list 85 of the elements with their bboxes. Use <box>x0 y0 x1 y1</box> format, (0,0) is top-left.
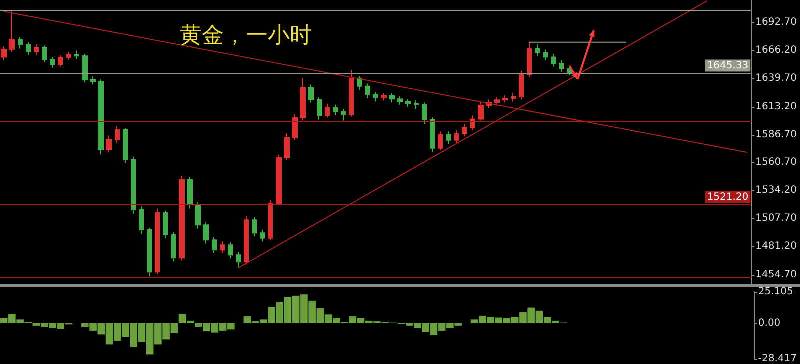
candlestick <box>478 101 484 122</box>
candlestick <box>430 117 435 154</box>
candlestick <box>106 135 112 154</box>
candlestick <box>115 126 120 144</box>
candlestick <box>405 99 411 108</box>
candlestick <box>543 49 548 61</box>
candlestick <box>171 232 176 262</box>
candlestick <box>66 51 71 61</box>
candlestick <box>260 229 265 242</box>
candlestick <box>50 56 55 68</box>
y-tick-label: 1507.70 <box>756 213 798 224</box>
candlestick <box>325 103 330 118</box>
candlestick <box>147 227 152 278</box>
candlestick <box>155 208 160 275</box>
candlestick <box>212 236 217 254</box>
candlestick <box>252 216 257 237</box>
candlestick <box>1 46 7 61</box>
candlestick <box>308 84 314 104</box>
candlestick <box>349 69 354 118</box>
candlestick <box>502 94 508 104</box>
candlestick <box>98 78 104 156</box>
candlestick <box>414 100 419 110</box>
candlestick <box>179 175 185 262</box>
candlestick <box>519 70 524 100</box>
candlestick <box>438 130 443 151</box>
candlestick <box>195 202 201 230</box>
candlestick <box>454 130 459 144</box>
y-tick-label: 1586.70 <box>756 129 798 140</box>
candlestick <box>58 54 63 68</box>
y-tick-label: 1692.70 <box>756 17 798 28</box>
candlestick <box>551 54 556 68</box>
y-tick-label: -28.417 <box>758 354 798 364</box>
candlestick <box>276 154 282 206</box>
candlestick <box>470 115 475 131</box>
ref-line-label: 1521.20 <box>707 192 749 203</box>
candlestick <box>357 76 362 91</box>
candlestick <box>365 83 370 100</box>
candlestick <box>511 92 516 102</box>
candlestick <box>9 11 15 52</box>
y-tick-label: 1666.20 <box>756 45 798 56</box>
candlestick <box>462 123 467 138</box>
candlestick <box>300 78 306 122</box>
candlestick <box>373 92 378 102</box>
candlestick <box>74 50 79 60</box>
candlestick <box>341 108 346 122</box>
candlestick <box>389 92 395 104</box>
y-tick-label: 1454.70 <box>756 269 798 280</box>
candlestick <box>535 44 540 57</box>
candlestick <box>203 222 209 244</box>
candlestick <box>220 241 225 254</box>
y-tick-label: 25.105 <box>758 286 794 298</box>
candlestick <box>123 128 128 164</box>
candlestick <box>446 130 451 145</box>
y-tick-label: 0.00 <box>758 318 781 329</box>
candlestick <box>18 36 23 50</box>
candlestick <box>187 176 193 210</box>
candlestick <box>381 92 387 102</box>
candlestick <box>559 60 564 73</box>
candlestick <box>26 42 31 56</box>
text: 黄金，一小时 <box>180 24 312 48</box>
candlestick <box>494 96 500 106</box>
candlestick <box>163 210 168 239</box>
candlestick <box>284 133 290 161</box>
y-tick-label: 1560.70 <box>756 156 798 168</box>
y-tick-label: 1534.20 <box>756 185 798 196</box>
y-tick-label: 1481.20 <box>756 241 798 252</box>
candlestick <box>317 96 322 120</box>
candlestick <box>131 156 136 215</box>
candlestick <box>82 54 88 84</box>
candlestick <box>42 45 47 64</box>
candlestick <box>268 200 273 242</box>
candlestick <box>34 44 39 56</box>
candlestick <box>422 102 427 124</box>
candlestick <box>228 242 233 260</box>
y-tick-label: 1639.70 <box>756 73 798 84</box>
candlestick <box>292 114 298 140</box>
candlestick <box>397 96 403 106</box>
y-tick-label: 1613.20 <box>756 101 798 112</box>
ref-line-label: 1645.33 <box>707 60 749 72</box>
candlestick <box>90 76 96 86</box>
candlestick <box>236 252 241 269</box>
candlestick <box>139 206 144 235</box>
candlestick <box>244 216 249 266</box>
candlestick <box>333 104 338 116</box>
candlestick <box>527 42 532 78</box>
